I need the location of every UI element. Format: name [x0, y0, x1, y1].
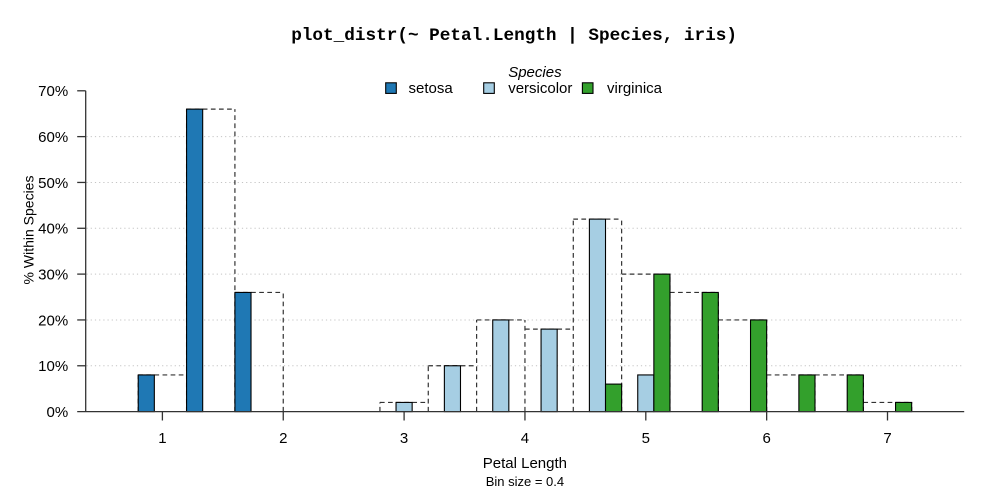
svg-text:50%: 50% [38, 175, 68, 192]
svg-text:2: 2 [279, 430, 287, 447]
svg-text:Petal Length: Petal Length [483, 455, 567, 472]
svg-text:30%: 30% [38, 267, 68, 284]
svg-text:0%: 0% [47, 404, 69, 421]
svg-text:1: 1 [158, 430, 166, 447]
svg-text:7: 7 [883, 430, 891, 447]
svg-text:5: 5 [642, 430, 650, 447]
svg-text:4: 4 [521, 430, 529, 447]
svg-text:versicolor: versicolor [508, 80, 572, 97]
svg-text:60%: 60% [38, 129, 68, 146]
svg-text:setosa: setosa [409, 80, 454, 97]
svg-text:3: 3 [400, 430, 408, 447]
svg-text:virginica: virginica [607, 80, 663, 97]
svg-text:% Within Species: % Within Species [20, 176, 36, 285]
svg-text:40%: 40% [38, 221, 68, 238]
svg-text:plot_distr(~ Petal.Length | Sp: plot_distr(~ Petal.Length | Species, iri… [291, 26, 737, 46]
svg-text:Bin size = 0.4: Bin size = 0.4 [486, 474, 564, 489]
svg-text:6: 6 [762, 430, 770, 447]
svg-text:70%: 70% [38, 83, 68, 100]
svg-text:10%: 10% [38, 358, 68, 375]
svg-text:20%: 20% [38, 312, 68, 329]
svg-text:Species: Species [508, 64, 562, 81]
